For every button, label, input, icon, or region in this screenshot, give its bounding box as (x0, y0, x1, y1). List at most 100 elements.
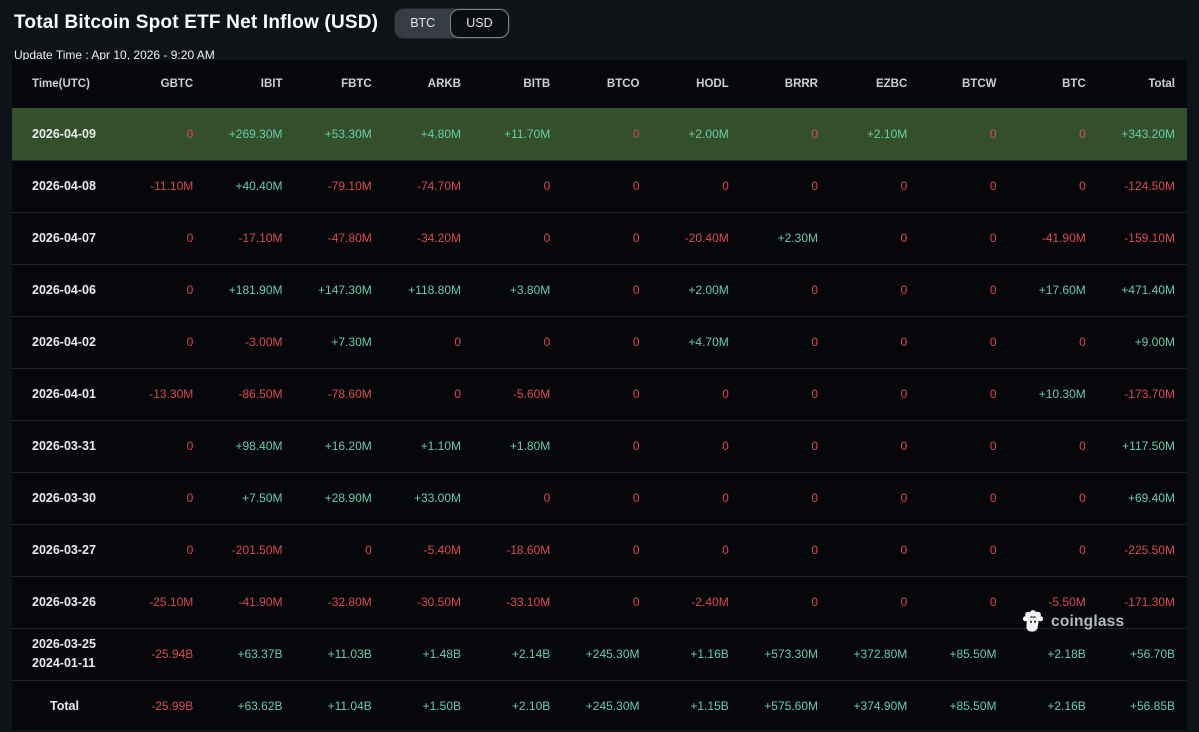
row-value: +2.10B (511, 699, 551, 714)
row-value: -41.90M (1041, 231, 1086, 245)
column-header: EZBC (875, 77, 908, 90)
row-value: +33.00M (413, 491, 461, 505)
table-row: 2026-04-09 0 +269.30M +53.30M +4.80M +11.70M 0… (12, 108, 1187, 160)
row-value: +3.80M (509, 283, 551, 297)
table-row: 2026-04-06 0 +181.90M +147.30M +118.80M +3.80… (12, 264, 1187, 316)
total-label: Total (50, 698, 79, 713)
column-header: HODL (696, 77, 729, 90)
row-value: +2.18B (1047, 647, 1086, 661)
row-value: 0 (989, 335, 997, 349)
row-value: +98.40M (235, 439, 283, 453)
row-value: +10.30M (1038, 387, 1086, 401)
row-value: 0 (989, 283, 997, 297)
row-value: +63.37B (237, 647, 283, 661)
row-value: -11.10M (150, 179, 194, 193)
column-header: Total (1148, 77, 1175, 90)
row-value: 0 (632, 491, 640, 505)
column-header: BTCO (606, 77, 640, 90)
row-value: +1.15B (690, 699, 729, 714)
row-value: +372.80M (853, 647, 908, 661)
row-value: 0 (632, 127, 640, 141)
table-row: 2026-03-25 2024-01-11 -25.94B +63.37B +11.03… (12, 628, 1187, 680)
row-value: +1.10M (420, 439, 461, 453)
row-value: -173.70M (1124, 387, 1175, 401)
row-value: +28.90M (324, 491, 372, 505)
coinglass-brand-text: coinglass (1051, 613, 1125, 630)
etf-table-body: 2026-04-09 0 +269.30M +53.30M +4.80M +11.70M 0… (12, 108, 1187, 732)
row-value: +56.70B (1129, 647, 1175, 661)
row-date: 2026-04-06 (32, 282, 96, 297)
row-value: +7.30M (331, 335, 372, 349)
row-value: +2.00M (688, 127, 729, 141)
row-value: -86.50M (238, 387, 283, 401)
table-row: 2026-04-07 0 -17.10M -47.80M -34.20M 0 0 -20.40… (12, 212, 1187, 264)
row-value: 0 (900, 543, 908, 557)
row-value: +245.30M (585, 699, 640, 714)
row-value: +53.30M (324, 127, 372, 141)
row-value: 0 (632, 439, 640, 453)
row-value: -25.94B (151, 647, 194, 661)
row-value: -25.99B (151, 699, 194, 714)
row-value: +117.50M (1122, 439, 1175, 453)
row-date: 2026-04-07 (32, 230, 96, 245)
row-value: 0 (632, 283, 640, 297)
row-value: 0 (632, 335, 640, 349)
row-value: +269.30M (228, 127, 283, 141)
row-value: +85.50M (949, 647, 997, 661)
row-value: -13.30M (149, 387, 194, 401)
row-value: -2.40M (691, 595, 729, 609)
row-value: +16.20M (324, 439, 372, 453)
row-value: 0 (811, 283, 818, 297)
row-value: 0 (186, 127, 194, 141)
row-value: 0 (543, 491, 551, 505)
row-date: 2026-03-30 (32, 490, 96, 505)
row-value: -41.90M (238, 595, 283, 609)
row-value: +1.48B (422, 647, 461, 661)
row-value: -32.80M (327, 595, 372, 609)
row-value: -78.60M (327, 387, 372, 401)
row-value: +1.50B (422, 699, 461, 714)
table-total-row: Total -25.99B +63.62B +11.04B +1.50B +2.10B +2… (12, 680, 1187, 732)
row-value: +2.10M (866, 127, 908, 141)
row-value: 0 (1079, 543, 1086, 557)
currency-toggle: BTC USD (394, 7, 510, 39)
row-value: -34.20M (416, 231, 461, 245)
row-value: +17.60M (1038, 283, 1086, 297)
row-value: 0 (989, 491, 997, 505)
table-row: 2026-03-26 -25.10M -41.90M -32.80M -30.50M -3… (12, 576, 1187, 628)
row-value: +4.80M (420, 127, 461, 141)
row-date: 2026-03-27 (32, 542, 96, 557)
row-value: -5.60M (512, 387, 551, 401)
row-value: -5.50M (1048, 595, 1086, 609)
row-value: 0 (989, 595, 997, 609)
column-header: ARKB (427, 77, 461, 90)
row-value: 0 (186, 543, 194, 557)
table-header-row: Time(UTC) GBTC IBIT FBTC ARKB BITB BTCO HODL BRR… (12, 60, 1187, 108)
row-value: +69.40M (1127, 491, 1175, 505)
row-date: 2026-04-08 (32, 178, 96, 193)
row-value: 0 (900, 179, 908, 193)
row-value: +374.90M (853, 699, 908, 714)
column-header: BRRR (784, 77, 818, 90)
row-value: 0 (989, 127, 997, 141)
column-header: GBTC (160, 77, 194, 90)
row-value: 0 (900, 335, 908, 349)
row-value: 0 (811, 335, 818, 349)
row-value: 0 (186, 283, 194, 297)
row-value: -17.10M (238, 231, 283, 245)
row-value: +85.50M (949, 699, 997, 714)
row-value: +118.80M (408, 283, 461, 297)
table-row: 2026-04-02 0 -3.00M +7.30M 0 0 0 +4.70M 0 0 0 0 +9.0… (12, 316, 1187, 368)
toggle-btc[interactable]: BTC (410, 16, 436, 30)
row-value: 0 (365, 543, 372, 557)
row-value: 0 (1079, 179, 1086, 193)
row-value: 0 (632, 231, 640, 245)
row-value: 0 (1079, 127, 1086, 141)
row-value: -159.10M (1124, 231, 1175, 245)
row-value: +56.85B (1129, 699, 1175, 714)
toggle-usd[interactable]: USD (450, 8, 509, 38)
row-value: -20.40M (684, 231, 729, 245)
row-value: 0 (900, 439, 908, 453)
page-title: Total Bitcoin Spot ETF Net Inflow (USD) (14, 12, 379, 33)
row-value: +63.62B (237, 699, 283, 714)
